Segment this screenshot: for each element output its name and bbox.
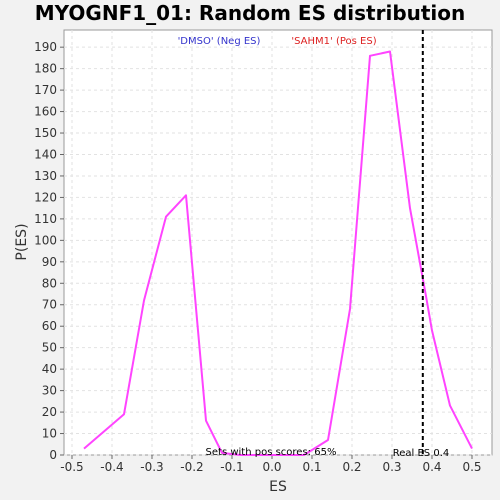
y-tick-label: 140 bbox=[34, 147, 57, 161]
x-tick-label: -0.4 bbox=[100, 460, 123, 474]
y-tick-label: 10 bbox=[42, 427, 57, 441]
legend-neg: 'DMSO' (Neg ES) bbox=[178, 36, 261, 47]
pos-scores-annotation: Sets with pos scores: 65% bbox=[206, 447, 337, 458]
x-tick-label: 0.4 bbox=[422, 460, 441, 474]
y-tick-label: 180 bbox=[34, 62, 57, 76]
real-es-annotation: Real ES 0.4 bbox=[393, 448, 449, 459]
y-tick-label: 60 bbox=[42, 319, 57, 333]
x-tick-label: 0.3 bbox=[382, 460, 401, 474]
y-tick-label: 110 bbox=[34, 212, 57, 226]
y-tick-label: 90 bbox=[42, 255, 57, 269]
plot-area bbox=[63, 29, 493, 456]
x-axis-ticks: -0.5 -0.4 -0.3 -0.2 -0.1 0.0 0.1 0.2 0.3 0.4 0.5 bbox=[60, 455, 482, 474]
chart-title: MYOGNF1_01: Random ES distribution bbox=[35, 1, 466, 25]
x-tick-label: 0.1 bbox=[302, 460, 321, 474]
legend-pos: 'SAHM1' (Pos ES) bbox=[291, 36, 376, 47]
x-tick-label: 0.0 bbox=[262, 460, 281, 474]
y-tick-label: 130 bbox=[34, 169, 57, 183]
y-tick-label: 50 bbox=[42, 341, 57, 355]
y-tick-label: 0 bbox=[49, 448, 57, 462]
series-line bbox=[83, 50, 473, 456]
x-axis-label: ES bbox=[269, 479, 287, 495]
y-tick-label: 80 bbox=[42, 276, 57, 290]
series-layer bbox=[83, 50, 473, 456]
y-tick-label: 170 bbox=[34, 83, 57, 97]
x-tick-label: -0.5 bbox=[60, 460, 83, 474]
y-axis-label: P(ES) bbox=[14, 223, 30, 260]
y-axis-ticks: 0 10 20 30 40 50 60 70 80 90 100 110 120 130 140 150 160… bbox=[34, 40, 64, 462]
y-tick-label: 150 bbox=[34, 126, 57, 140]
y-tick-label: 160 bbox=[34, 105, 57, 119]
y-tick-label: 120 bbox=[34, 190, 57, 204]
y-tick-label: 100 bbox=[34, 233, 57, 247]
grid bbox=[64, 30, 492, 456]
y-tick-label: 20 bbox=[42, 405, 57, 419]
y-tick-label: 30 bbox=[42, 384, 57, 398]
x-tick-label: 0.2 bbox=[342, 460, 361, 474]
x-tick-label: 0.5 bbox=[462, 460, 481, 474]
y-tick-label: 70 bbox=[42, 298, 57, 312]
x-tick-label: -0.2 bbox=[180, 460, 203, 474]
y-tick-label: 190 bbox=[34, 40, 57, 54]
x-tick-label: -0.3 bbox=[140, 460, 163, 474]
x-tick-label: -0.1 bbox=[220, 460, 243, 474]
y-tick-label: 40 bbox=[42, 362, 57, 376]
